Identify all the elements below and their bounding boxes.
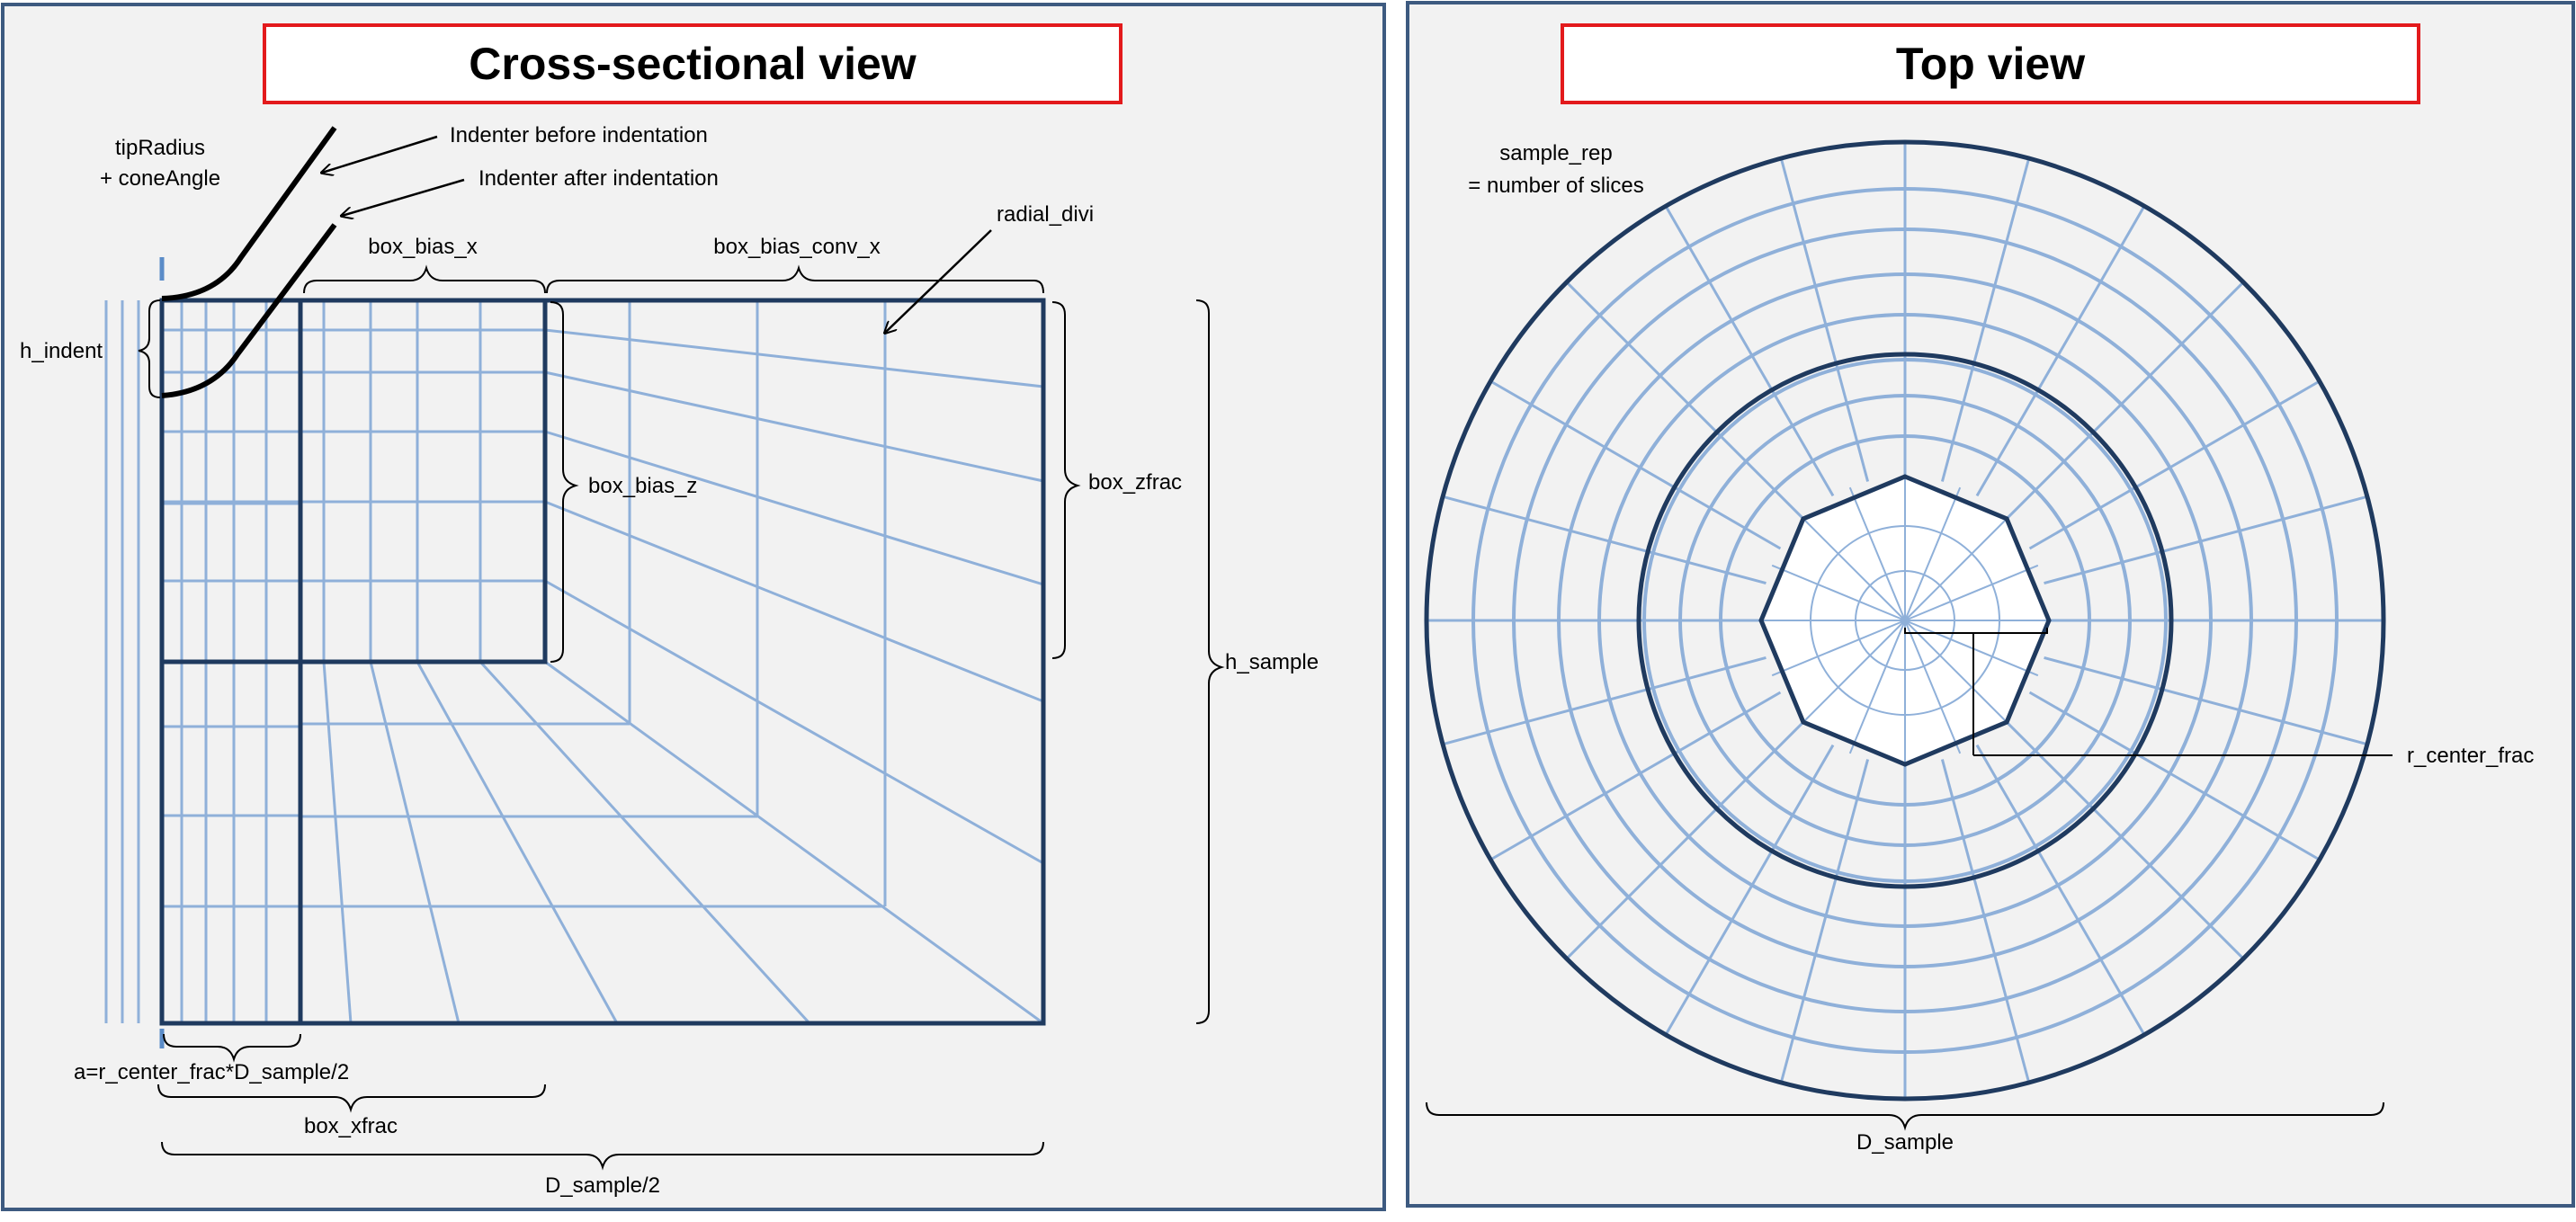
radial-spoke bbox=[1489, 691, 1782, 861]
label-box-zfrac: box_zfrac bbox=[1088, 470, 1182, 495]
radial-spoke bbox=[1779, 759, 1870, 1084]
arrow-indenter-before bbox=[322, 135, 438, 173]
inner-spoke bbox=[1904, 564, 2039, 621]
inner-spoke bbox=[1848, 486, 1906, 621]
r-center-frac-bracket bbox=[1904, 628, 2393, 756]
concentric-ring bbox=[1471, 187, 2339, 1054]
left-title-box bbox=[263, 23, 1123, 104]
inner-spoke bbox=[1904, 486, 1962, 621]
label-sample-rep: sample_rep bbox=[1499, 141, 1612, 165]
radial-spoke bbox=[1940, 759, 2031, 1084]
label-h-indent: h_indent bbox=[20, 339, 103, 363]
top-view-mesh bbox=[1424, 139, 2386, 1102]
label-h-sample: h_sample bbox=[1225, 650, 1319, 674]
radial-spoke bbox=[1664, 205, 1835, 497]
label-box-bias-z: box_bias_z bbox=[588, 474, 697, 498]
label-cone-angle: + coneAngle bbox=[100, 166, 220, 191]
inner-spoke bbox=[1904, 620, 1962, 754]
inner-spoke bbox=[1904, 620, 2008, 723]
label-indenter-after: Indenter after indentation bbox=[479, 166, 719, 191]
concentric-ring bbox=[1597, 313, 2213, 928]
radial-spoke bbox=[1442, 495, 1767, 585]
radial-spoke bbox=[1664, 744, 1835, 1036]
cross-section-mesh bbox=[104, 257, 1046, 1048]
radial-spoke bbox=[2044, 656, 2368, 746]
label-d-sample-half: D_sample/2 bbox=[545, 1173, 660, 1198]
label-box-bias-conv-x: box_bias_conv_x bbox=[713, 235, 880, 259]
inner-ring bbox=[1855, 570, 1955, 671]
radial-spoke bbox=[2028, 379, 2321, 550]
inner-ring bbox=[1810, 525, 2000, 716]
concentric-ring bbox=[1719, 434, 2091, 807]
concentric-ring bbox=[1512, 227, 2298, 1013]
inner-spoke bbox=[1904, 620, 2039, 677]
mesh-dark-boxes bbox=[159, 298, 1046, 1026]
label-box-xfrac: box_xfrac bbox=[304, 1114, 398, 1138]
label-indenter-before: Indenter before indentation bbox=[450, 123, 708, 147]
right-panel-title: Top view bbox=[1896, 39, 2085, 89]
radial-spoke bbox=[1975, 205, 2146, 497]
label-box-bias-x: box_bias_x bbox=[368, 235, 477, 259]
label-number-of-slices: = number of slices bbox=[1468, 174, 1643, 198]
label-r-center-frac: r_center_frac bbox=[2407, 744, 2534, 768]
inner-spoke bbox=[1904, 518, 2008, 621]
concentric-ring bbox=[1678, 394, 2132, 847]
radial-spoke bbox=[2044, 495, 2368, 585]
radial-spoke bbox=[2006, 721, 2245, 960]
radial-spoke bbox=[2006, 281, 2245, 520]
radial-spoke bbox=[1489, 379, 1782, 550]
inner-spoke bbox=[1771, 620, 1906, 677]
radial-spoke bbox=[1565, 281, 1804, 520]
outer-dark-ring bbox=[1424, 139, 2386, 1102]
left-braces bbox=[138, 264, 1225, 1171]
left-panel-title: Cross-sectional view bbox=[469, 39, 917, 89]
mid-dark-ring bbox=[1636, 352, 2174, 889]
arrow-indenter-after bbox=[342, 178, 465, 216]
inner-spoke bbox=[1802, 620, 1906, 723]
radial-spoke bbox=[1779, 157, 1870, 482]
d-sample-brace bbox=[1426, 1102, 2384, 1131]
label-a-formula: a=r_center_frac*D_sample/2 bbox=[74, 1060, 349, 1084]
radial-spoke bbox=[1565, 721, 1804, 960]
label-tip-radius: tipRadius bbox=[115, 136, 205, 160]
label-radial-divi: radial_divi bbox=[997, 202, 1094, 227]
label-d-sample: D_sample bbox=[1856, 1130, 1954, 1155]
radial-spoke bbox=[1442, 656, 1767, 746]
indenter-before-curve bbox=[161, 126, 337, 301]
inner-spoke bbox=[1802, 518, 1906, 621]
inner-dark-polygon bbox=[1758, 474, 2052, 767]
indenter-after-curve bbox=[161, 223, 337, 398]
radial-spoke bbox=[2028, 691, 2321, 861]
radial-spoke bbox=[1975, 744, 2146, 1036]
radial-spoke bbox=[1940, 157, 2031, 482]
concentric-ring bbox=[1642, 358, 2168, 883]
right-title-box bbox=[1561, 23, 2420, 104]
inner-spoke bbox=[1771, 564, 1906, 621]
inner-spoke bbox=[1848, 620, 1906, 754]
concentric-ring bbox=[1557, 272, 2253, 968]
